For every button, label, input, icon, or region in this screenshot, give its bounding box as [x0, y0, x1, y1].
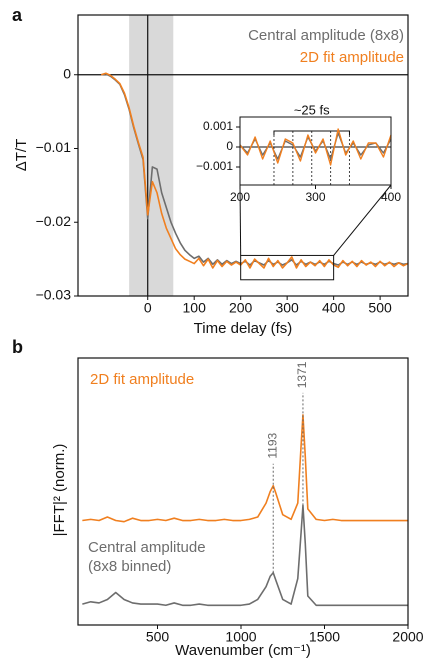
- y-axis-label: |FFT|² (norm.): [51, 444, 68, 537]
- zoom-connector: [239, 184, 242, 256]
- y-axis-label: ΔT/T: [13, 139, 30, 172]
- x-tick-label: 500: [368, 300, 392, 316]
- annotation: ~25 fs: [294, 102, 330, 117]
- x-tick-label: 2000: [392, 629, 423, 645]
- panel-label: a: [12, 5, 23, 25]
- x-tick-label: 400: [381, 190, 401, 204]
- legend-entry: Central amplitude (8x8 binned): [88, 539, 206, 575]
- y-tick-label: −0.001: [196, 159, 233, 173]
- series-line: [82, 504, 408, 607]
- x-tick-label: 300: [275, 300, 299, 316]
- x-tick-label: 0: [144, 300, 152, 316]
- y-tick-label: 0.001: [203, 119, 233, 133]
- y-tick-label: 0: [63, 65, 71, 81]
- series-line: [100, 72, 409, 269]
- y-tick-label: −0.01: [36, 139, 72, 155]
- x-tick-label: 200: [229, 300, 253, 316]
- x-tick-label: 100: [183, 300, 207, 316]
- y-tick-label: 0: [226, 139, 233, 153]
- peak-label: 1371: [295, 361, 309, 388]
- panel-label: b: [12, 337, 23, 357]
- zoom-box: [240, 254, 335, 281]
- series-line: [82, 414, 408, 523]
- legend-entry: 2D fit amplitude: [90, 371, 194, 388]
- x-axis-label: Wavenumber (cm⁻¹): [175, 642, 311, 659]
- x-tick-label: 200: [230, 190, 250, 204]
- series-line: [239, 128, 392, 166]
- y-tick-label: −0.02: [36, 213, 72, 229]
- x-tick-label: 500: [146, 629, 170, 645]
- x-tick-label: 1500: [309, 629, 340, 645]
- x-axis-label: Time delay (fs): [194, 320, 293, 337]
- plot-frame: [77, 357, 409, 626]
- peak-label: 1193: [265, 432, 279, 458]
- x-tick-label: 400: [322, 300, 346, 316]
- legend-entry: Central amplitude (8x8): [248, 27, 404, 44]
- bracket: [273, 130, 350, 135]
- plot-frame: [77, 14, 409, 297]
- shaded-region: [129, 15, 174, 296]
- x-tick-label: 300: [305, 190, 325, 204]
- zoom-connector: [333, 184, 392, 256]
- legend-entry: 2D fit amplitude: [300, 49, 404, 66]
- y-tick-label: −0.03: [36, 287, 72, 303]
- x-tick-label: 1000: [225, 629, 256, 645]
